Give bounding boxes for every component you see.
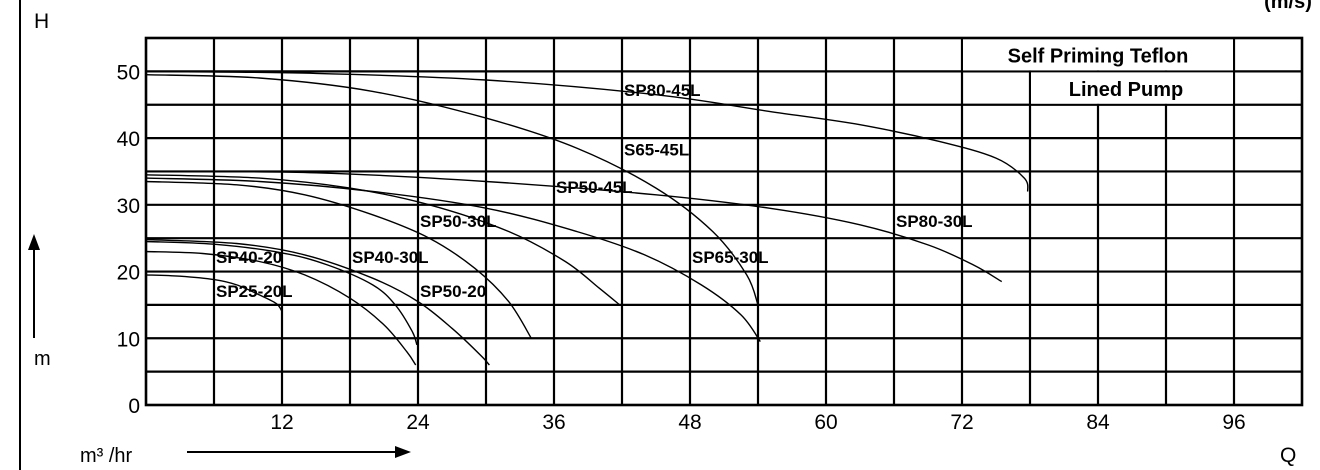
curve-sp50-30l bbox=[145, 180, 532, 339]
curve-sp80-45l bbox=[145, 70, 1029, 192]
y-tick-label: 30 bbox=[117, 195, 140, 218]
curve-label-sp50-20: SP50-20 bbox=[420, 282, 486, 301]
chart-title-line-2: Lined Pump bbox=[1069, 79, 1183, 101]
x-axis-arrowhead bbox=[395, 446, 411, 458]
y-axis-letter: H bbox=[34, 10, 49, 33]
curve-sp25-20l bbox=[145, 274, 283, 312]
curve-label-s65-45l: S65-45L bbox=[624, 140, 689, 159]
corner-text: (m/s) bbox=[1264, 0, 1312, 13]
curve-label-sp40-20: SP40-20 bbox=[216, 248, 282, 267]
x-axis-letter: Q bbox=[1280, 444, 1296, 467]
y-axis-unit: m bbox=[34, 348, 51, 370]
curve-group bbox=[145, 70, 1029, 366]
curve-sp80-30l bbox=[145, 170, 1003, 283]
curve-label-sp40-30l: SP40-30L bbox=[352, 248, 429, 267]
grid-lines bbox=[146, 38, 1302, 405]
y-tick-label: 50 bbox=[117, 61, 140, 84]
curve-label-group: SP80-45L S65-45L SP50-45L SP50-30L SP80-30L S… bbox=[216, 81, 973, 301]
curve-sp50-45l bbox=[145, 174, 621, 306]
title-bg-1 bbox=[963, 39, 1233, 71]
chart-title-box: Self Priming Teflon Lined Pump bbox=[963, 39, 1233, 104]
curve-sp65-30l bbox=[145, 177, 761, 343]
x-tick-label: 36 bbox=[542, 411, 565, 434]
x-tick-label: 48 bbox=[678, 411, 701, 434]
x-tick-label: 60 bbox=[814, 411, 837, 434]
y-tick-label: 10 bbox=[117, 328, 140, 351]
y-tick-label: 40 bbox=[117, 128, 140, 151]
curve-sp40-30l bbox=[145, 240, 418, 346]
curve-label-sp25-20l: SP25-20L bbox=[216, 282, 293, 301]
curve-label-sp65-30l: SP65-30L bbox=[692, 248, 769, 267]
x-tick-label: 72 bbox=[950, 411, 973, 434]
curve-sp40-20 bbox=[145, 250, 417, 366]
x-tick-label: 96 bbox=[1222, 411, 1245, 434]
y-axis-arrowhead bbox=[28, 234, 40, 250]
chart-title-line-1: Self Priming Teflon bbox=[1008, 46, 1189, 68]
x-tick-label: 24 bbox=[406, 411, 430, 434]
y-tick-label: 20 bbox=[117, 262, 140, 285]
curve-label-sp50-30l: SP50-30L bbox=[420, 212, 497, 231]
curve-s65-45l bbox=[145, 74, 759, 306]
curve-label-sp50-45l: SP50-45L bbox=[556, 178, 633, 197]
x-axis-unit: m³ /hr bbox=[80, 445, 133, 467]
curve-label-sp80-45l: SP80-45L bbox=[624, 81, 701, 100]
x-tick-label: 84 bbox=[1086, 411, 1110, 434]
plot-frame bbox=[144, 36, 1304, 407]
tick-labels: 0 10 20 30 40 50 12 24 36 48 60 72 84 96 bbox=[117, 61, 1246, 434]
title-bg-2 bbox=[1031, 72, 1233, 104]
curve-sp50-20 bbox=[145, 238, 490, 366]
y-tick-label: 0 bbox=[128, 395, 140, 418]
curve-label-sp80-30l: SP80-30L bbox=[896, 212, 973, 231]
x-tick-label: 12 bbox=[270, 411, 293, 434]
